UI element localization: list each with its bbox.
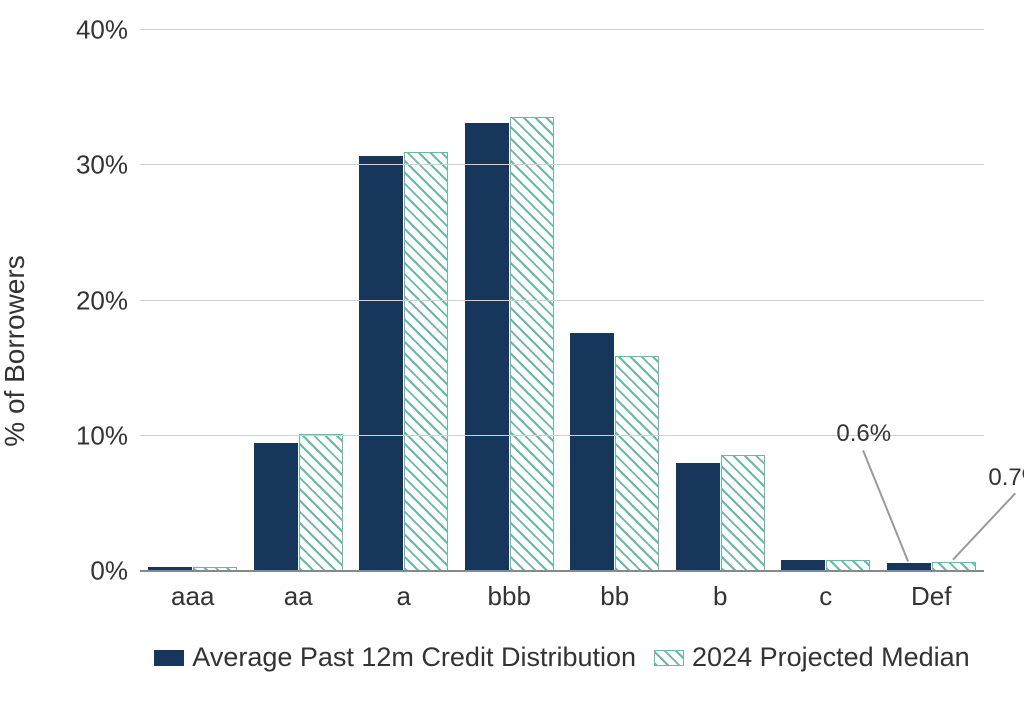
y-tick-label: 20% xyxy=(76,285,128,316)
baseline xyxy=(140,570,984,572)
data-label: 0.7% xyxy=(988,464,1024,492)
bar xyxy=(359,156,403,571)
legend-item-series-2: 2024 Projected Median xyxy=(654,642,970,673)
y-tick-label: 30% xyxy=(76,150,128,181)
grid-line xyxy=(140,164,984,165)
x-tick-label: c xyxy=(819,581,832,612)
bar xyxy=(465,123,509,571)
x-tick-label: aa xyxy=(284,581,313,612)
y-axis-label: % of Borrowers xyxy=(0,255,31,446)
x-tick-label: aaa xyxy=(171,581,214,612)
legend-label-series-1: Average Past 12m Credit Distribution xyxy=(192,642,636,673)
data-label: 0.6% xyxy=(836,420,891,448)
bar xyxy=(254,443,298,571)
x-tick-label: a xyxy=(397,581,411,612)
x-tick-label: bbb xyxy=(488,581,531,612)
x-tick-label: Def xyxy=(911,581,951,612)
bar xyxy=(721,455,765,571)
legend-label-series-2: 2024 Projected Median xyxy=(692,642,970,673)
grid-line xyxy=(140,29,984,30)
x-tick-label: b xyxy=(713,581,727,612)
y-tick-label: 0% xyxy=(90,556,128,587)
x-tick-label: bb xyxy=(600,581,629,612)
legend-swatch-solid xyxy=(154,650,184,666)
y-tick-label: 10% xyxy=(76,420,128,451)
plot-area: 0%10%20%30%40%aaaaaabbbbbbcDef0.6%0.7% xyxy=(140,30,984,571)
bars-layer xyxy=(140,30,984,571)
bar xyxy=(404,152,448,571)
legend-item-series-1: Average Past 12m Credit Distribution xyxy=(154,642,636,673)
legend-swatch-hatched xyxy=(654,650,684,666)
bar xyxy=(676,463,720,571)
legend: Average Past 12m Credit Distribution 202… xyxy=(140,642,984,673)
grid-line xyxy=(140,300,984,301)
bar xyxy=(299,434,343,571)
credit-distribution-chart: % of Borrowers 0%10%20%30%40%aaaaaabbbbb… xyxy=(20,20,1004,681)
y-tick-label: 40% xyxy=(76,15,128,46)
bar xyxy=(615,356,659,571)
bar xyxy=(570,333,614,571)
bar xyxy=(510,117,554,571)
